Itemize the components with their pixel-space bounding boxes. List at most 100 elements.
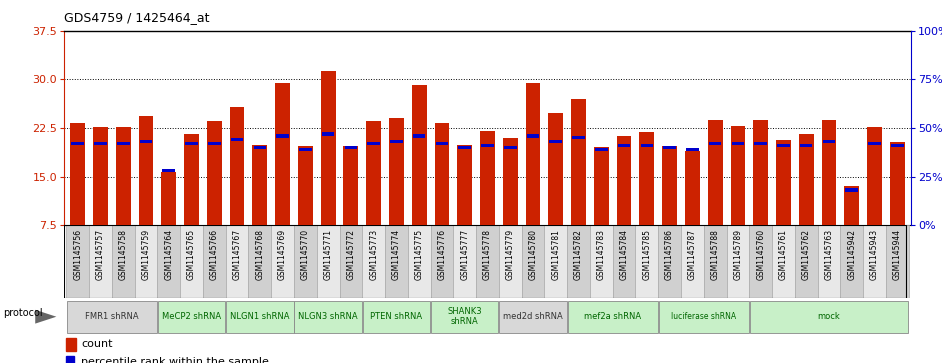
- Bar: [772, 225, 795, 298]
- Text: count: count: [81, 339, 112, 349]
- Bar: [253, 146, 267, 149]
- Bar: [800, 144, 813, 147]
- Bar: [867, 127, 882, 225]
- Text: GSM1145757: GSM1145757: [96, 229, 105, 280]
- Bar: [389, 118, 404, 225]
- Text: GSM1145776: GSM1145776: [437, 229, 447, 280]
- Bar: [571, 99, 586, 225]
- Bar: [755, 142, 767, 145]
- Bar: [366, 121, 382, 225]
- Bar: [777, 144, 789, 147]
- Bar: [138, 116, 154, 225]
- Text: GSM1145768: GSM1145768: [255, 229, 265, 280]
- Bar: [226, 225, 249, 298]
- Bar: [459, 146, 471, 149]
- Bar: [658, 225, 681, 298]
- Bar: [504, 146, 516, 149]
- Text: GSM1145770: GSM1145770: [300, 229, 310, 280]
- Bar: [135, 225, 157, 298]
- Bar: [345, 146, 357, 149]
- Bar: [320, 71, 335, 225]
- Bar: [71, 123, 85, 225]
- Bar: [89, 225, 112, 298]
- Bar: [276, 134, 289, 138]
- Text: GSM1145777: GSM1145777: [461, 229, 469, 280]
- Bar: [295, 301, 362, 333]
- Bar: [363, 225, 385, 298]
- Bar: [294, 225, 317, 298]
- Bar: [822, 140, 836, 143]
- Text: GSM1145783: GSM1145783: [597, 229, 606, 280]
- Bar: [726, 225, 749, 298]
- Bar: [252, 145, 268, 225]
- Bar: [180, 225, 203, 298]
- Bar: [662, 146, 677, 225]
- Bar: [840, 225, 863, 298]
- Bar: [457, 145, 472, 225]
- Text: MeCP2 shRNA: MeCP2 shRNA: [162, 312, 221, 321]
- Text: GSM1145759: GSM1145759: [141, 229, 151, 280]
- Text: GSM1145767: GSM1145767: [233, 229, 241, 280]
- Bar: [162, 169, 175, 172]
- Bar: [522, 225, 544, 298]
- Text: GSM1145756: GSM1145756: [73, 229, 82, 280]
- Text: percentile rank within the sample: percentile rank within the sample: [81, 357, 268, 363]
- Text: GSM1145785: GSM1145785: [642, 229, 651, 280]
- Bar: [869, 142, 881, 145]
- Bar: [161, 172, 176, 225]
- Bar: [663, 146, 676, 149]
- Bar: [299, 147, 312, 151]
- Bar: [595, 147, 608, 151]
- Text: GSM1145784: GSM1145784: [620, 229, 628, 280]
- Text: mock: mock: [818, 312, 840, 321]
- Text: PTEN shRNA: PTEN shRNA: [370, 312, 423, 321]
- Text: GSM1145764: GSM1145764: [164, 229, 173, 280]
- Bar: [708, 142, 722, 145]
- Bar: [408, 225, 430, 298]
- Text: GSM1145758: GSM1145758: [119, 229, 128, 280]
- Polygon shape: [35, 310, 57, 324]
- Bar: [527, 134, 540, 138]
- Text: FMR1 shRNA: FMR1 shRNA: [85, 312, 138, 321]
- Text: GSM1145781: GSM1145781: [551, 229, 560, 280]
- Text: GSM1145788: GSM1145788: [710, 229, 720, 280]
- Bar: [590, 225, 612, 298]
- Bar: [891, 144, 903, 147]
- Bar: [434, 123, 449, 225]
- Bar: [549, 140, 562, 143]
- Bar: [157, 225, 180, 298]
- Text: GSM1145786: GSM1145786: [665, 229, 674, 280]
- Bar: [207, 122, 221, 225]
- Text: GSM1145944: GSM1145944: [893, 229, 901, 280]
- Bar: [686, 147, 699, 151]
- Bar: [845, 188, 858, 192]
- Bar: [750, 301, 908, 333]
- Bar: [499, 301, 567, 333]
- Bar: [754, 119, 768, 225]
- Bar: [617, 136, 631, 225]
- Text: GSM1145779: GSM1145779: [506, 229, 514, 280]
- Bar: [203, 225, 226, 298]
- Bar: [208, 142, 220, 145]
- Bar: [799, 134, 814, 225]
- Bar: [66, 338, 75, 351]
- Bar: [93, 127, 108, 225]
- Text: GSM1145771: GSM1145771: [324, 229, 333, 280]
- Bar: [298, 146, 313, 225]
- Bar: [704, 225, 726, 298]
- Text: GSM1145761: GSM1145761: [779, 229, 788, 280]
- Bar: [568, 301, 658, 333]
- Text: NLGN1 shRNA: NLGN1 shRNA: [230, 312, 289, 321]
- Bar: [844, 186, 859, 225]
- Bar: [72, 142, 84, 145]
- Bar: [226, 301, 294, 333]
- Bar: [117, 142, 130, 145]
- Bar: [435, 142, 448, 145]
- Bar: [186, 142, 198, 145]
- Text: GSM1145942: GSM1145942: [847, 229, 856, 280]
- Text: med2d shRNA: med2d shRNA: [503, 312, 563, 321]
- Bar: [481, 144, 494, 147]
- Bar: [231, 138, 243, 142]
- Bar: [94, 142, 106, 145]
- Bar: [707, 120, 723, 225]
